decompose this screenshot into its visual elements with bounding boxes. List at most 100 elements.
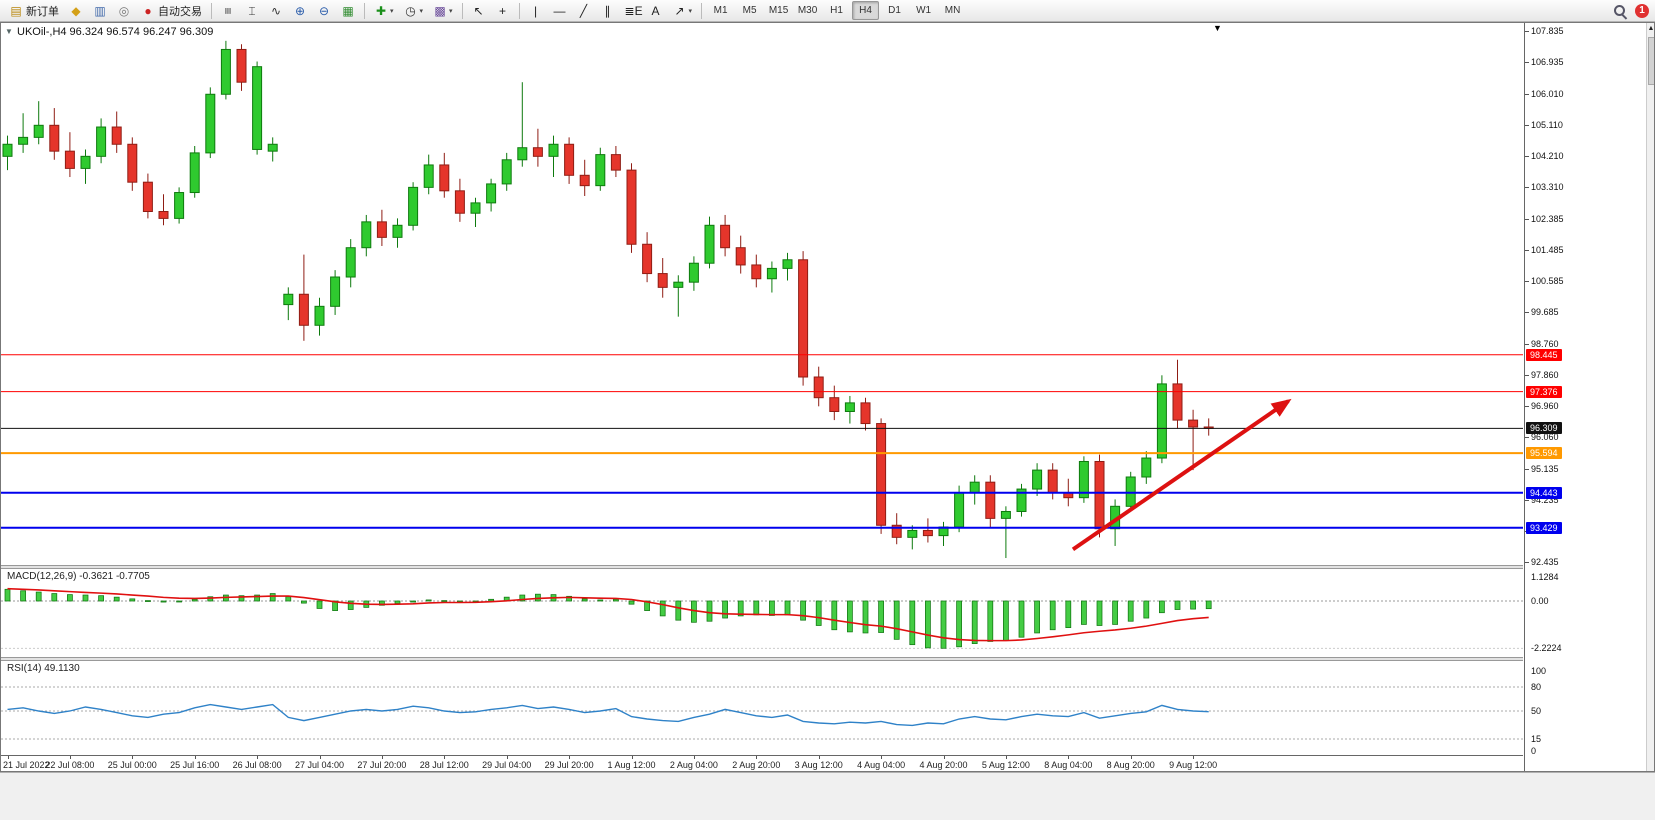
toolbar-separator: [701, 2, 703, 19]
dropdown-caret-icon: ▾: [419, 7, 424, 15]
price-axis-label: 103.310: [1531, 182, 1564, 193]
timeframe-button-h4[interactable]: H4: [852, 1, 880, 20]
time-axis-label: 8 Aug 04:00: [1044, 760, 1093, 770]
arrows-tool-button[interactable]: ↗ ▾: [669, 1, 697, 21]
vertical-scrollbar[interactable]: ▲: [1646, 23, 1655, 771]
price-axis-label: 92.435: [1531, 556, 1559, 567]
price-axis-tick: [1525, 62, 1529, 64]
time-axis-tick: [569, 756, 571, 759]
cursor-tool-button[interactable]: ↖: [468, 1, 490, 21]
price-axis[interactable]: 107.835 106.935 106.010 105.110 104.210 103.3…: [1524, 23, 1646, 771]
time-axis-label: 27 Jul 04:00: [294, 760, 345, 770]
time-axis[interactable]: 21 Jul 2022 22 Jul 08:00 25 Jul 00:00 25 Ju…: [1, 755, 1523, 772]
macd-axis-label: 0.00: [1531, 596, 1549, 606]
new-chart-button[interactable]: ✚ ▾: [370, 1, 398, 21]
timeframe-button-m1[interactable]: M1: [713, 5, 728, 16]
timeframe-button-m5[interactable]: M5: [742, 5, 757, 16]
horizontal-line-objects[interactable]: [1, 354, 1523, 529]
timeframe-button-d1[interactable]: D1: [888, 5, 901, 16]
time-axis-tick: [194, 756, 196, 759]
new-order-button-label: 新订单: [26, 5, 59, 18]
arrow-objects-icon: ↗: [674, 3, 685, 18]
market-watch-icon: ▥: [94, 3, 106, 18]
chart-shift-marker-icon[interactable]: ▼: [1213, 23, 1222, 33]
price-axis-label: 98.760: [1531, 338, 1559, 349]
line-chart-type-button[interactable]: ∿: [265, 1, 287, 21]
time-axis-tick: [818, 756, 820, 759]
signals-icon: ◎: [118, 3, 130, 18]
vertical-line-tool-button[interactable]: |: [525, 1, 547, 21]
rsi-indicator-label: RSI(14) 49.1130: [7, 663, 80, 674]
signals-button[interactable]: ◎: [113, 1, 135, 21]
time-axis-label: 2 Aug 04:00: [669, 760, 718, 770]
crosshair-tool-button[interactable]: +: [492, 1, 514, 21]
template-icon: ▩: [434, 3, 446, 18]
time-axis-label: 4 Aug 20:00: [919, 760, 968, 770]
time-axis-tick: [881, 756, 883, 759]
dropdown-caret-icon: ▾: [449, 7, 453, 15]
price-axis-tick: [1525, 124, 1529, 126]
charts-button[interactable]: ◆: [65, 1, 87, 21]
timeframe-button-mn[interactable]: MN: [944, 5, 961, 16]
timeframe-button-m15[interactable]: M15: [768, 5, 789, 16]
new-order-icon: ▤: [10, 3, 22, 18]
price-axis-label: 105.110: [1531, 119, 1563, 130]
scrollbar-thumb[interactable]: [1648, 37, 1655, 85]
search-button[interactable]: [1613, 4, 1628, 19]
auto-trading-button[interactable]: ● 自动交易: [137, 1, 206, 21]
price-pane[interactable]: [1, 23, 1523, 565]
toolbar-right-group: 1: [1613, 0, 1649, 22]
templates-button[interactable]: ▩ ▾: [429, 1, 457, 21]
price-axis-tick: [1525, 280, 1529, 282]
macd-pane[interactable]: [1, 569, 1523, 657]
candlestick-type-button[interactable]: ⌶: [241, 1, 263, 21]
pane-splitter[interactable]: [1, 565, 1523, 569]
zoom-out-button[interactable]: ⊖: [313, 1, 335, 21]
horizontal-line-tool-button[interactable]: —: [549, 1, 571, 21]
timeframe-button-h1[interactable]: H1: [830, 5, 843, 16]
price-axis-label: 94.235: [1531, 494, 1559, 505]
zoom-in-button[interactable]: ⊕: [289, 1, 311, 21]
macd-axis-label: 1.1284: [1531, 571, 1559, 582]
price-axis-tick: [1525, 249, 1529, 251]
dropdown-caret-icon: ▾: [688, 7, 693, 15]
new-order-button[interactable]: ▤ 新订单: [5, 1, 63, 21]
price-tag: 97.376: [1526, 385, 1562, 398]
tile-windows-button[interactable]: ▦: [337, 1, 359, 21]
price-tag: 93.429: [1526, 521, 1562, 534]
zoom-in-icon: ⊕: [294, 3, 306, 18]
rsi-pane[interactable]: [1, 661, 1523, 755]
rsi-axis-label: 0: [1531, 746, 1537, 756]
periodicity-button[interactable]: ◷ ▾: [400, 1, 428, 21]
pane-splitter[interactable]: [1, 657, 1523, 661]
time-axis-tick: [1193, 756, 1195, 759]
zoom-out-icon: ⊖: [318, 3, 330, 18]
timeframe-button-w1[interactable]: W1: [916, 5, 932, 16]
ohlc-bars-icon: ≡: [221, 6, 235, 14]
one-click-trading-toggle-icon[interactable]: ▼: [5, 27, 13, 36]
price-axis-label: 99.685: [1531, 307, 1559, 317]
trendline-icon: ╱: [579, 3, 588, 18]
text-tool-button[interactable]: A: [645, 1, 667, 21]
dropdown-caret-icon: ▾: [390, 7, 394, 15]
rsi-axis-label: 50: [1531, 706, 1542, 716]
macd-axis-label: -2.2224: [1531, 643, 1562, 654]
notification-badge[interactable]: 1: [1635, 4, 1649, 18]
market-watch-button[interactable]: ▥: [89, 1, 111, 21]
fibonacci-tool-button[interactable]: ≣E: [621, 1, 643, 21]
toolbar-left-group: ▤ 新订单 ◆ ▥ ◎ ● 自动交易 ≡ ⌶ ∿ ⊕ ⊖ ▦ ✚ ▾ ◷ ▾ ▩ ▾ ↖ + | — ╱ ∥ ≣E A ↗ ▾ M1 M5 M…: [4, 0, 967, 22]
time-axis-label: 29 Jul 04:00: [482, 760, 532, 770]
trend-arrow-annotation[interactable]: [1071, 398, 1292, 552]
price-axis-label: 97.860: [1531, 369, 1559, 380]
timeframe-button-m30[interactable]: M30: [797, 5, 818, 16]
price-axis-label: 107.835: [1531, 26, 1564, 36]
candlesticks: [2, 40, 1214, 559]
equidistant-channel-icon: ∥: [604, 3, 611, 18]
trendline-tool-button[interactable]: ╱: [573, 1, 595, 21]
price-axis-tick: [1525, 405, 1529, 407]
channel-tool-button[interactable]: ∥: [597, 1, 619, 21]
scroll-up-icon[interactable]: ▲: [1647, 25, 1655, 32]
cursor-icon: ↖: [473, 3, 484, 18]
bar-chart-type-button[interactable]: ≡: [217, 1, 239, 21]
fibonacci-icon: ≣E: [624, 3, 643, 18]
